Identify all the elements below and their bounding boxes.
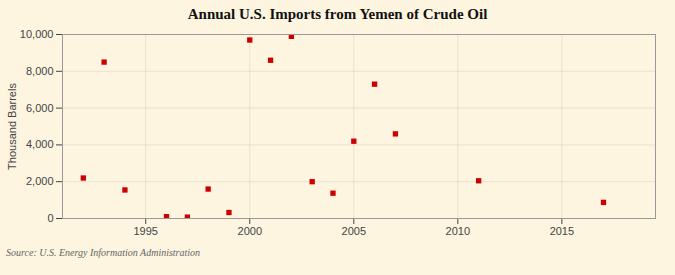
html-text:Source: U.S. Energy Informatio: Source: U.S. Energy Information Administ…	[6, 247, 201, 258]
svg-text:10,000: 10,000	[20, 28, 54, 40]
svg-text:2,000: 2,000	[26, 175, 54, 187]
svg-text:8,000: 8,000	[26, 65, 54, 77]
svg-text:2005: 2005	[342, 225, 366, 237]
svg-text:Thousand Barrels: Thousand Barrels	[6, 83, 18, 170]
svg-text:2000: 2000	[238, 225, 262, 237]
svg-text:6,000: 6,000	[26, 102, 54, 114]
svg-text:0: 0	[47, 212, 53, 224]
html-text:Annual U.S. Imports from Yemen: Annual U.S. Imports from Yemen of Crude …	[187, 6, 488, 22]
svg-text:4,000: 4,000	[26, 138, 54, 150]
svg-text:2010: 2010	[446, 225, 470, 237]
svg-text:1995: 1995	[133, 225, 157, 237]
svg-text:2015: 2015	[550, 225, 574, 237]
